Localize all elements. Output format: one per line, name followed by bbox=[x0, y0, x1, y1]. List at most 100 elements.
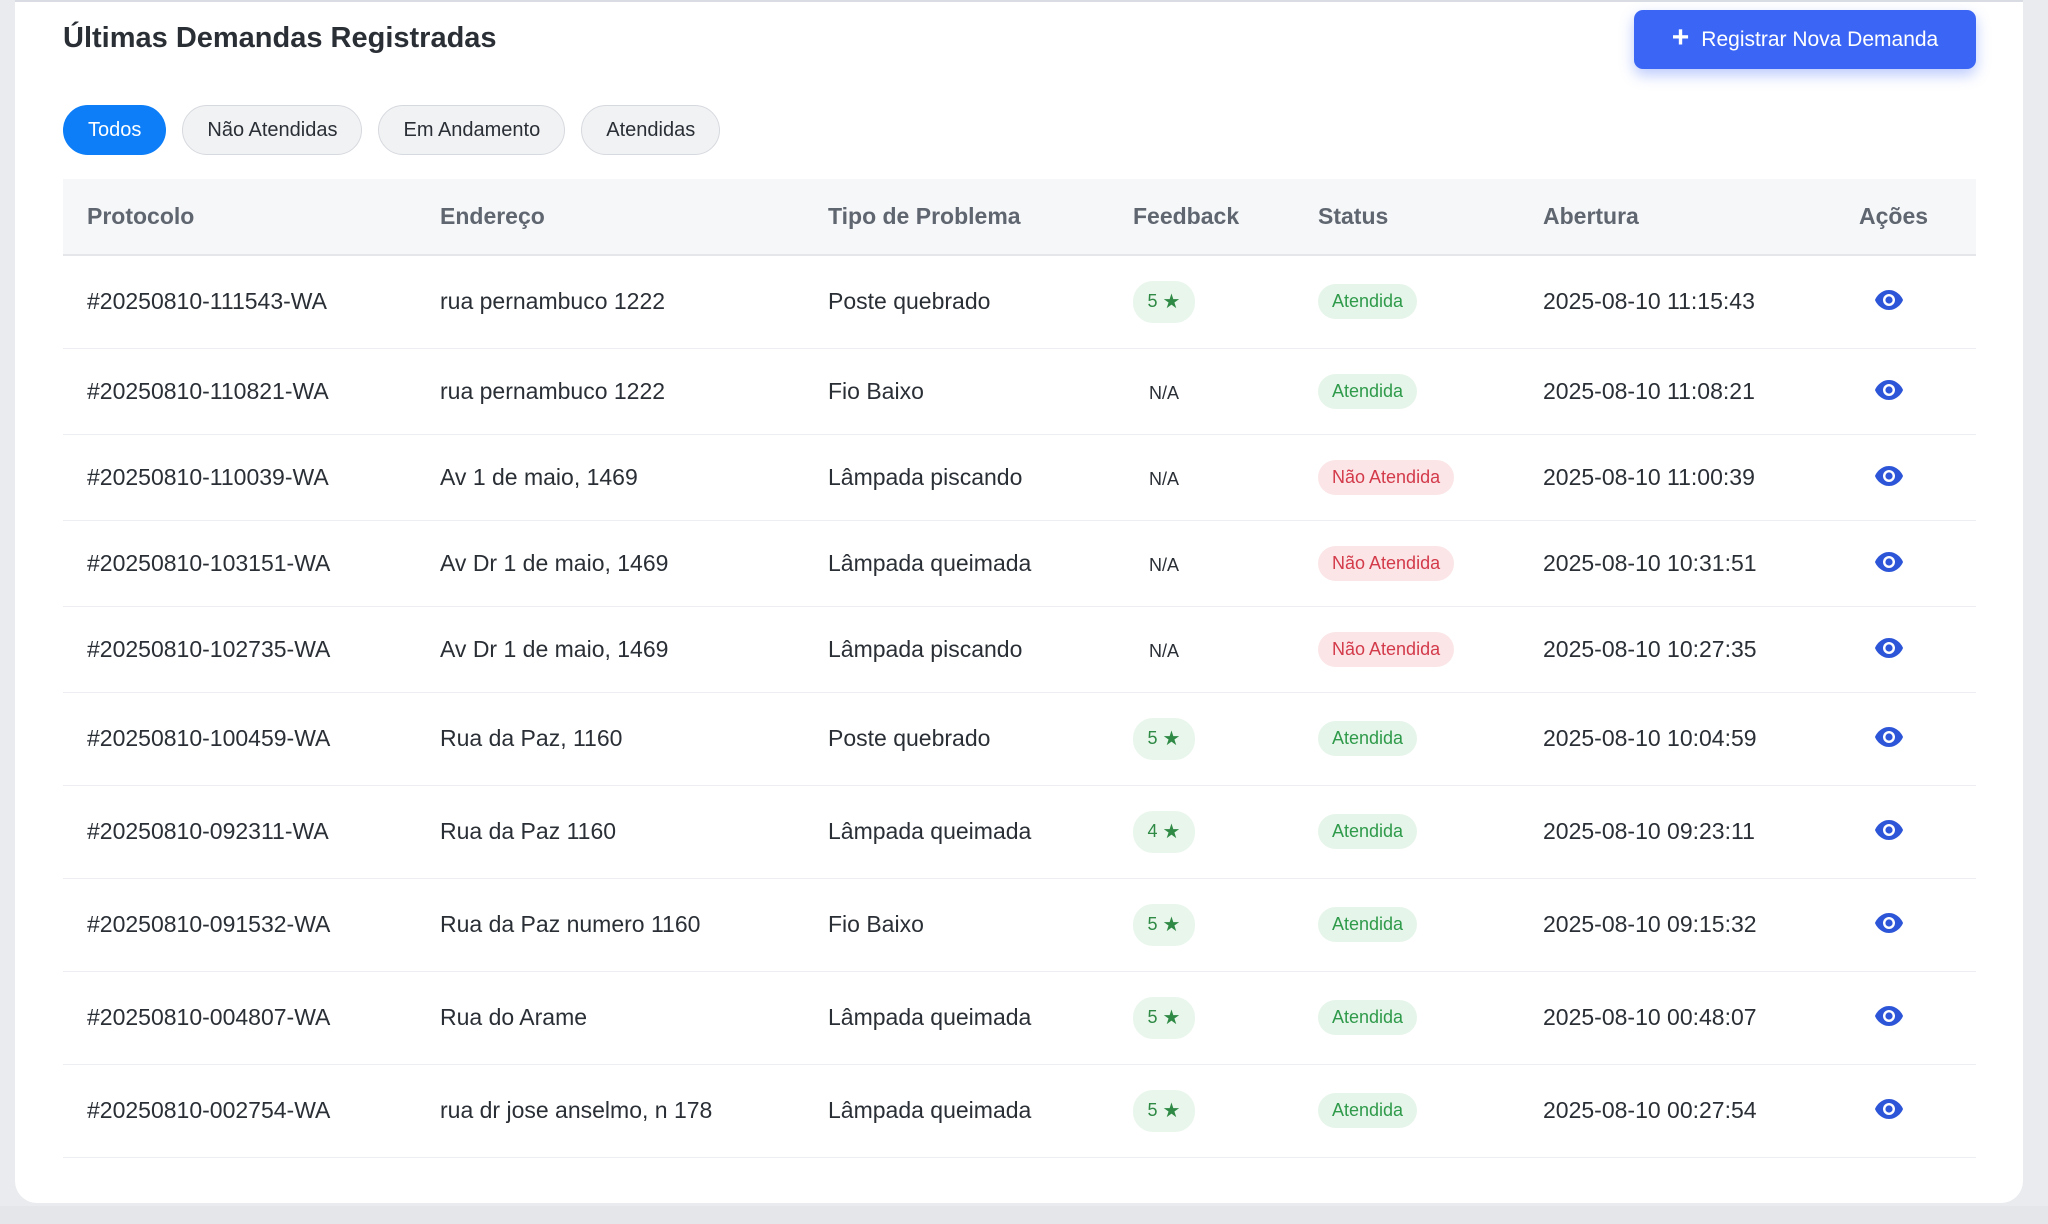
feedback-na: N/A bbox=[1148, 554, 1179, 575]
table-body: #20250810-111543-WA rua pernambuco 1222 Po… bbox=[63, 255, 1976, 1158]
cell-status: Atendida bbox=[1294, 348, 1519, 435]
cell-acoes bbox=[1835, 348, 1976, 435]
filter-chip-nao-atendidas[interactable]: Não Atendidas bbox=[182, 105, 363, 155]
filter-chip-em-andamento[interactable]: Em Andamento bbox=[378, 105, 566, 155]
cell-status: Atendida bbox=[1294, 971, 1519, 1065]
feedback-rating-badge: 5 ★ bbox=[1133, 1089, 1195, 1132]
cell-abertura: 2025-08-10 00:48:07 bbox=[1519, 971, 1835, 1065]
plus-icon: + bbox=[1671, 20, 1690, 54]
column-header-status: Status bbox=[1294, 179, 1519, 256]
view-demand-button[interactable] bbox=[1871, 548, 1907, 576]
cell-tipo: Lâmpada queimada bbox=[804, 520, 1109, 607]
cell-acoes bbox=[1835, 785, 1976, 879]
cell-feedback: 5 ★ bbox=[1109, 255, 1294, 349]
cell-acoes bbox=[1835, 971, 1976, 1065]
view-demand-button[interactable] bbox=[1871, 816, 1907, 844]
feedback-rating-badge: 5 ★ bbox=[1133, 996, 1195, 1039]
table-header-row: Protocolo Endereço Tipo de Problema Feed… bbox=[63, 179, 1976, 256]
cell-acoes bbox=[1835, 1064, 1976, 1158]
view-demand-button[interactable] bbox=[1871, 909, 1907, 937]
cell-abertura: 2025-08-10 10:04:59 bbox=[1519, 692, 1835, 786]
view-demand-button[interactable] bbox=[1871, 1002, 1907, 1030]
cell-tipo: Poste quebrado bbox=[804, 255, 1109, 349]
view-demand-button[interactable] bbox=[1871, 1095, 1907, 1123]
view-demand-button[interactable] bbox=[1871, 286, 1907, 314]
cell-protocolo: #20250810-110039-WA bbox=[63, 434, 416, 521]
star-icon: ★ bbox=[1162, 1007, 1181, 1029]
table-row: #20250810-102735-WA Av Dr 1 de maio, 1469… bbox=[63, 606, 1976, 693]
eye-icon bbox=[1875, 637, 1903, 658]
cell-acoes bbox=[1835, 520, 1976, 607]
cell-feedback: N/A bbox=[1109, 348, 1294, 435]
cell-endereco: Av 1 de maio, 1469 bbox=[416, 434, 804, 521]
cell-status: Atendida bbox=[1294, 255, 1519, 349]
view-demand-button[interactable] bbox=[1871, 462, 1907, 490]
cell-endereco: Av Dr 1 de maio, 1469 bbox=[416, 606, 804, 693]
cell-protocolo: #20250810-102735-WA bbox=[63, 606, 416, 693]
cell-protocolo: #20250810-103151-WA bbox=[63, 520, 416, 607]
table-row: #20250810-004807-WA Rua do Arame Lâmpada q… bbox=[63, 971, 1976, 1065]
cell-acoes bbox=[1835, 606, 1976, 693]
filter-chip-todos[interactable]: Todos bbox=[63, 105, 167, 155]
eye-icon bbox=[1875, 727, 1903, 747]
eye-icon bbox=[1875, 551, 1903, 572]
cell-endereco: rua dr jose anselmo, n 178 bbox=[416, 1064, 804, 1158]
cell-protocolo: #20250810-111543-WA bbox=[63, 255, 416, 349]
status-badge: Atendida bbox=[1318, 907, 1418, 942]
cell-abertura: 2025-08-10 10:31:51 bbox=[1519, 520, 1835, 607]
register-demand-label: Registrar Nova Demanda bbox=[1701, 27, 1939, 51]
column-header-acoes: Ações bbox=[1835, 179, 1976, 256]
status-badge: Atendida bbox=[1318, 814, 1418, 849]
column-header-abertura: Abertura bbox=[1519, 179, 1835, 256]
cell-abertura: 2025-08-10 11:15:43 bbox=[1519, 255, 1835, 349]
status-badge: Atendida bbox=[1318, 721, 1418, 756]
cell-status: Não Atendida bbox=[1294, 520, 1519, 607]
cell-acoes bbox=[1835, 434, 1976, 521]
table-row: #20250810-002754-WA rua dr jose anselmo, … bbox=[63, 1064, 1976, 1158]
star-icon: ★ bbox=[1162, 914, 1181, 936]
eye-icon bbox=[1875, 820, 1903, 840]
cell-feedback: N/A bbox=[1109, 606, 1294, 693]
eye-icon bbox=[1875, 379, 1903, 400]
filter-chips: Todos Não Atendidas Em Andamento Atendid… bbox=[63, 105, 721, 155]
status-badge: Não Atendida bbox=[1318, 545, 1455, 581]
cell-protocolo: #20250810-004807-WA bbox=[63, 971, 416, 1065]
view-demand-button[interactable] bbox=[1871, 634, 1907, 662]
feedback-rating-badge: 5 ★ bbox=[1133, 717, 1195, 760]
status-badge: Não Atendida bbox=[1318, 631, 1455, 667]
eye-icon bbox=[1875, 290, 1903, 311]
cell-tipo: Lâmpada queimada bbox=[804, 1064, 1109, 1158]
cell-feedback: 5 ★ bbox=[1109, 1064, 1294, 1158]
cell-abertura: 2025-08-10 09:15:32 bbox=[1519, 878, 1835, 972]
status-badge: Atendida bbox=[1318, 1000, 1418, 1035]
column-header-tipo: Tipo de Problema bbox=[804, 179, 1109, 256]
feedback-rating-badge: 4 ★ bbox=[1133, 810, 1195, 853]
demands-table: Protocolo Endereço Tipo de Problema Feed… bbox=[63, 179, 1976, 1158]
table-row: #20250810-110039-WA Av 1 de maio, 1469 Lâm… bbox=[63, 434, 1976, 521]
eye-icon bbox=[1875, 1099, 1903, 1119]
cell-acoes bbox=[1835, 255, 1976, 349]
cell-endereco: Rua da Paz numero 1160 bbox=[416, 878, 804, 972]
feedback-rating-value: 5 bbox=[1147, 1100, 1158, 1120]
star-icon: ★ bbox=[1162, 728, 1181, 750]
feedback-rating-value: 5 bbox=[1147, 1007, 1158, 1027]
view-demand-button[interactable] bbox=[1871, 376, 1907, 404]
cell-protocolo: #20250810-091532-WA bbox=[63, 878, 416, 972]
cell-abertura: 2025-08-10 11:00:39 bbox=[1519, 434, 1835, 521]
table-row: #20250810-100459-WA Rua da Paz, 1160 Poste… bbox=[63, 692, 1976, 786]
status-badge: Atendida bbox=[1318, 1093, 1418, 1128]
cell-tipo: Fio Baixo bbox=[804, 878, 1109, 972]
cell-endereco: rua pernambuco 1222 bbox=[416, 255, 804, 349]
cell-tipo: Poste quebrado bbox=[804, 692, 1109, 786]
cell-tipo: Fio Baixo bbox=[804, 348, 1109, 435]
register-demand-button[interactable]: + Registrar Nova Demanda bbox=[1634, 10, 1976, 69]
view-demand-button[interactable] bbox=[1871, 723, 1907, 751]
cell-status: Atendida bbox=[1294, 878, 1519, 972]
cell-endereco: Av Dr 1 de maio, 1469 bbox=[416, 520, 804, 607]
cell-protocolo: #20250810-100459-WA bbox=[63, 692, 416, 786]
eye-icon bbox=[1875, 1006, 1903, 1026]
cell-feedback: 5 ★ bbox=[1109, 878, 1294, 972]
filter-chip-atendidas[interactable]: Atendidas bbox=[581, 105, 721, 155]
cell-abertura: 2025-08-10 10:27:35 bbox=[1519, 606, 1835, 693]
table-row: #20250810-103151-WA Av Dr 1 de maio, 1469… bbox=[63, 520, 1976, 607]
